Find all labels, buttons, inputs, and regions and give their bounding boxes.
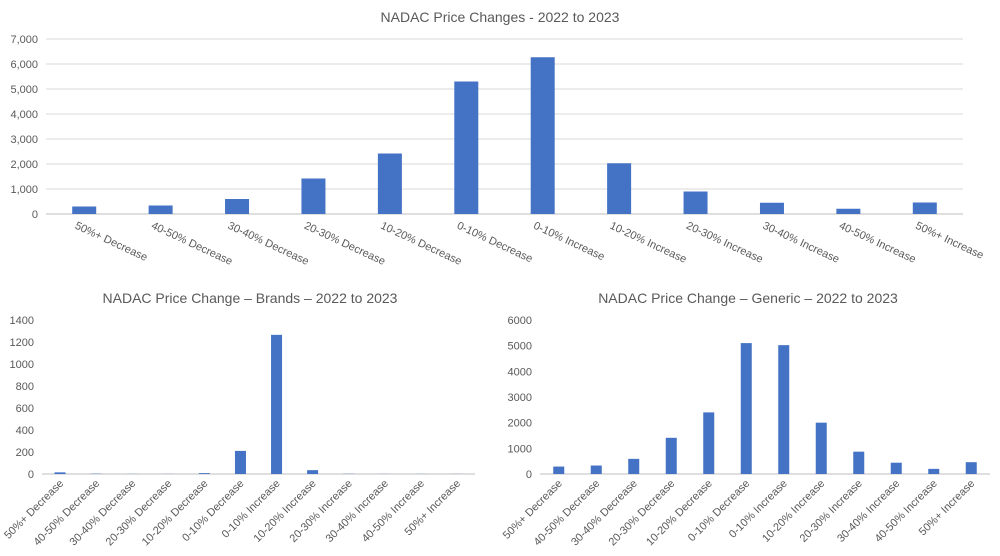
bar	[912, 202, 937, 214]
chart-title: NADAC Price Change – Generic – 2022 to 2…	[598, 290, 898, 306]
x-tick-label: 10-20% Increase	[251, 478, 318, 545]
bar	[607, 163, 632, 214]
bar	[148, 205, 173, 214]
x-tick-label: 40-50% Decrease	[31, 478, 102, 549]
y-tick-label: 5000	[508, 341, 532, 353]
y-tick-label: 0	[28, 469, 34, 481]
bar	[271, 334, 283, 474]
x-tick-label: 10-20% Increase	[608, 220, 688, 266]
y-tick-label: 1000	[508, 443, 532, 455]
chart-price-changes-generic: NADAC Price Change – Generic – 2022 to 2…	[501, 290, 990, 548]
y-tick-label: 1400	[10, 315, 34, 327]
x-tick-label: 40-50% Decrease	[532, 478, 603, 549]
y-tick-label: 1200	[10, 337, 34, 349]
y-tick-label: 1000	[10, 359, 34, 371]
x-tick-label: 30-40% Increase	[761, 220, 841, 266]
y-tick-label: 5,000	[10, 84, 38, 96]
x-tick-label: 30-40% Decrease	[68, 478, 139, 549]
bar	[198, 473, 210, 474]
bar	[665, 437, 677, 474]
y-tick-label: 4,000	[10, 109, 38, 121]
bar	[965, 462, 977, 474]
bar	[72, 206, 97, 214]
x-tick-label: 0-10% Decrease	[180, 478, 246, 544]
y-tick-label: 3000	[508, 392, 532, 404]
y-tick-label: 3,000	[10, 134, 38, 146]
x-tick-label: 40-50% Decrease	[149, 220, 234, 268]
x-tick-label: 50%+ Decrease	[2, 478, 66, 542]
x-tick-label: 10-20% Decrease	[379, 220, 464, 268]
x-tick-label: 40-50% Increase	[837, 220, 917, 266]
x-tick-label: 20-30% Decrease	[104, 478, 175, 549]
bar	[590, 465, 602, 474]
x-tick-label: 20-30% Decrease	[607, 478, 678, 549]
y-tick-label: 6000	[508, 315, 532, 327]
bar	[853, 451, 865, 474]
bar	[454, 81, 479, 214]
bar	[683, 191, 708, 214]
x-tick-label: 40-50% Increase	[360, 478, 427, 545]
x-tick-label: 20-30% Increase	[288, 478, 355, 545]
y-tick-label: 1,000	[10, 184, 38, 196]
x-tick-label: 10-20% Decrease	[140, 478, 211, 549]
x-tick-label: 20-30% Increase	[684, 220, 764, 266]
bar	[54, 472, 66, 474]
bar	[703, 412, 715, 474]
chart-title: NADAC Price Change – Brands – 2022 to 20…	[103, 290, 398, 306]
bar	[234, 450, 246, 474]
bar	[377, 153, 402, 214]
y-tick-label: 2,000	[10, 159, 38, 171]
chart-price-changes-total: NADAC Price Changes - 2022 to 2023 0 1,00…	[10, 9, 985, 268]
y-tick-label: 200	[16, 447, 34, 459]
x-tick-label: 50%+ Decrease	[73, 220, 149, 264]
x-tick-label: 0-10% Decrease	[455, 220, 534, 266]
y-tick-label: 4000	[508, 366, 532, 378]
chart-title: NADAC Price Changes - 2022 to 2023	[381, 9, 620, 25]
bar	[225, 199, 250, 214]
bar	[928, 468, 940, 474]
x-tick-label: 10-20% Decrease	[644, 478, 715, 549]
y-tick-label: 800	[16, 381, 34, 393]
y-tick-label: 600	[16, 403, 34, 415]
bar	[307, 470, 319, 474]
chart-price-changes-brands: NADAC Price Change – Brands – 2022 to 20…	[2, 290, 475, 548]
x-tick-label: 30-40% Increase	[324, 478, 391, 545]
bar	[778, 345, 790, 474]
bar	[301, 178, 326, 214]
y-tick-label: 7,000	[10, 34, 38, 46]
x-tick-label: 0-10% Increase	[531, 220, 606, 263]
bar	[815, 422, 827, 474]
bar	[628, 458, 640, 474]
y-tick-label: 400	[16, 425, 34, 437]
bar	[836, 208, 861, 214]
y-tick-label: 0	[32, 209, 38, 221]
bar	[553, 466, 565, 474]
bar	[890, 462, 902, 474]
x-tick-label: 30-40% Decrease	[569, 478, 640, 549]
y-tick-label: 0	[526, 469, 532, 481]
y-tick-label: 2000	[508, 418, 532, 430]
x-tick-label: 20-30% Decrease	[302, 220, 387, 268]
x-tick-label: 50%+ Increase	[914, 220, 986, 262]
bar	[530, 57, 555, 214]
bar	[740, 343, 752, 474]
x-tick-label: 30-40% Decrease	[226, 220, 311, 268]
y-tick-label: 6,000	[10, 59, 38, 71]
bar	[759, 202, 784, 214]
